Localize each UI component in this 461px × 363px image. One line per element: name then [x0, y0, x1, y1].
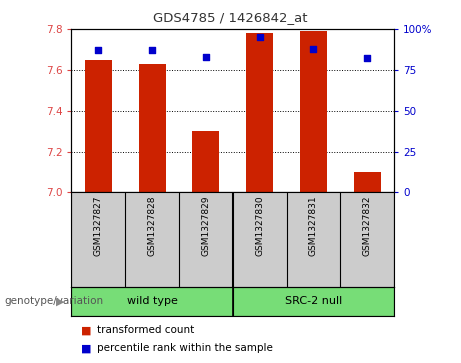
- Point: [310, 46, 317, 52]
- Text: transformed count: transformed count: [97, 325, 194, 335]
- FancyBboxPatch shape: [71, 287, 233, 316]
- FancyBboxPatch shape: [233, 287, 394, 316]
- Text: wild type: wild type: [127, 296, 177, 306]
- Text: ■: ■: [81, 325, 91, 335]
- Text: genotype/variation: genotype/variation: [5, 296, 104, 306]
- Text: GSM1327830: GSM1327830: [255, 195, 264, 256]
- Bar: [354, 172, 381, 192]
- Text: GSM1327831: GSM1327831: [309, 195, 318, 256]
- Point: [202, 54, 210, 60]
- Point: [364, 56, 371, 61]
- Bar: [300, 31, 327, 192]
- Text: GSM1327832: GSM1327832: [363, 195, 372, 256]
- Text: GDS4785 / 1426842_at: GDS4785 / 1426842_at: [153, 11, 308, 24]
- Bar: [193, 131, 219, 192]
- Bar: [246, 33, 273, 192]
- Point: [148, 47, 156, 53]
- Text: percentile rank within the sample: percentile rank within the sample: [97, 343, 273, 354]
- Point: [256, 34, 263, 40]
- Bar: [85, 60, 112, 192]
- Text: ▶: ▶: [56, 296, 64, 306]
- Bar: [139, 64, 165, 192]
- Text: GSM1327827: GSM1327827: [94, 195, 103, 256]
- Text: GSM1327829: GSM1327829: [201, 195, 210, 256]
- Point: [95, 47, 102, 53]
- Text: GSM1327828: GSM1327828: [148, 195, 157, 256]
- Text: ■: ■: [81, 343, 91, 354]
- Text: SRC-2 null: SRC-2 null: [285, 296, 342, 306]
